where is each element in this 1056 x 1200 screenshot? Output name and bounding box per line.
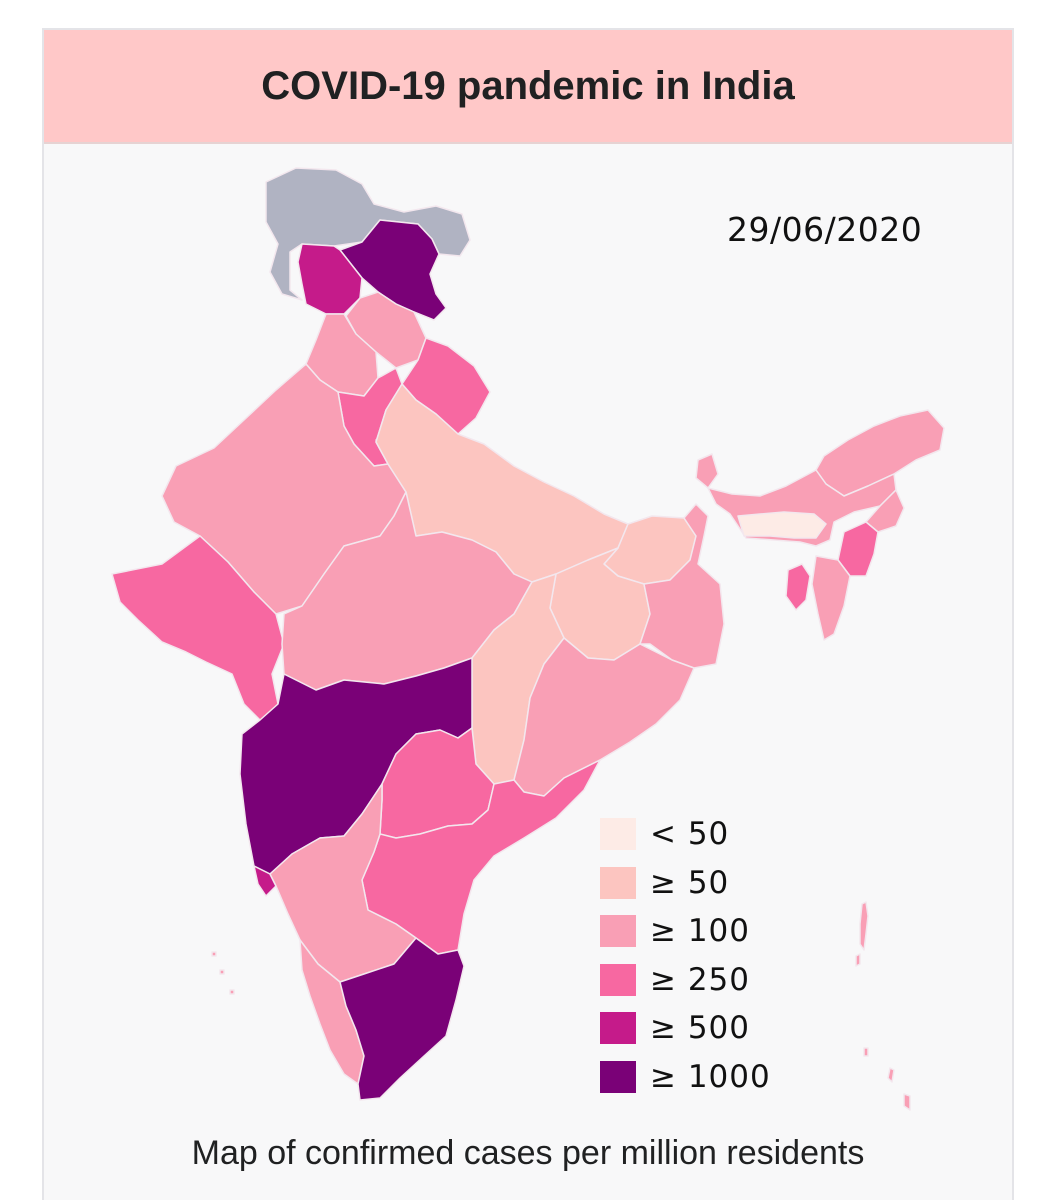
region-odisha [513, 637, 695, 797]
legend-row: ≥ 1000 [600, 1053, 771, 1102]
region-andaman-nicobar [855, 901, 911, 1111]
legend-swatch [600, 915, 636, 948]
legend-row: ≥ 500 [600, 1004, 771, 1053]
map-caption: Map of confirmed cases per million resid… [191, 1134, 865, 1172]
infobox-title: COVID-19 pandemic in India [44, 30, 1012, 144]
map-legend: < 50 ≥ 50 ≥ 100 ≥ 250 ≥ 500 ≥ 1000 [600, 810, 771, 1101]
legend-swatch [600, 963, 636, 996]
region-sikkim [695, 453, 719, 489]
map-date-label: 29/06/2020 [727, 210, 923, 249]
region-tamil-nadu [339, 937, 465, 1101]
legend-label: < 50 [650, 816, 730, 853]
india-choropleth-map[interactable] [44, 144, 1012, 1134]
map-area: 29/06/2020 < 50 ≥ 50 ≥ 100 ≥ 250 ≥ 500 [44, 144, 1012, 1134]
region-goa [253, 865, 277, 897]
legend-label: ≥ 1000 [650, 1058, 771, 1095]
region-mizoram [811, 555, 851, 641]
region-meghalaya [737, 511, 827, 539]
legend-label: ≥ 250 [650, 961, 750, 998]
legend-swatch [600, 818, 636, 851]
legend-row: ≥ 50 [600, 859, 771, 908]
legend-swatch [600, 1060, 636, 1093]
legend-label: ≥ 500 [650, 1010, 750, 1047]
region-tripura [785, 563, 811, 611]
legend-row: < 50 [600, 810, 771, 859]
region-lakshadweep [211, 951, 235, 995]
legend-label: ≥ 50 [650, 864, 730, 901]
legend-swatch [600, 866, 636, 899]
legend-swatch [600, 1012, 636, 1045]
legend-label: ≥ 100 [650, 913, 750, 950]
infobox: COVID-19 pandemic in India [42, 28, 1014, 1200]
legend-row: ≥ 100 [600, 907, 771, 956]
legend-row: ≥ 250 [600, 956, 771, 1005]
